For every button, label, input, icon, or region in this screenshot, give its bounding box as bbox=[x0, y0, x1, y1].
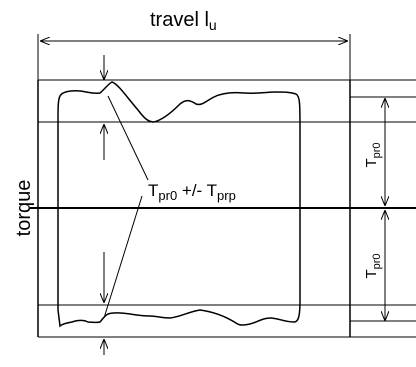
torque-loop-curve bbox=[57, 81, 301, 328]
leader-line-lower bbox=[103, 195, 143, 319]
tolerance-annotation: Tpr0 +/- Tprp bbox=[148, 181, 236, 203]
tpr0-upper-label: Tpr0 bbox=[363, 142, 383, 167]
tpr0-lower-label: Tpr0 bbox=[363, 253, 383, 278]
torque-axis-label: torque bbox=[13, 180, 35, 237]
leader-line-upper bbox=[107, 95, 149, 181]
travel-label: travel lu bbox=[150, 9, 217, 33]
